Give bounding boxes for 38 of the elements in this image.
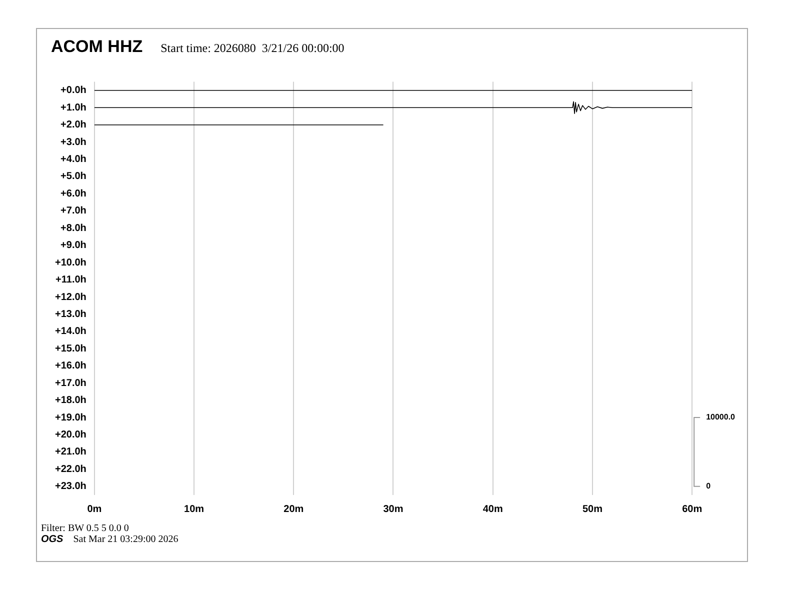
y-tick-label: +17.0h <box>54 378 86 389</box>
y2-tick-label: 0 <box>706 482 712 491</box>
y-tick-label: +21.0h <box>54 446 86 458</box>
text: OGS <box>41 534 64 545</box>
chart-title: ACOM HHZ <box>51 37 143 57</box>
x-tick-label: 10m <box>184 504 204 515</box>
y-tick-label: +8.0h <box>60 222 86 234</box>
y-tick-label: +4.0h <box>60 154 86 166</box>
y-tick-label: +9.0h <box>60 240 86 252</box>
y-tick-label: +13.0h <box>54 308 86 320</box>
text: Sat Mar 21 03:29:00 2026 <box>73 534 178 545</box>
y-tick-label: +15.0h <box>54 343 86 354</box>
text: Filter: BW 0.5 5 0.0 0 <box>41 523 130 534</box>
y2-tick-label: 10000.0 <box>706 412 736 422</box>
y-tick-label: +22.0h <box>54 464 86 475</box>
x-tick-label: 60m <box>682 504 702 515</box>
y-tick-label: +7.0h <box>60 206 86 217</box>
y-tick-label: +10.0h <box>54 257 86 268</box>
y-tick-label: +12.0h <box>54 292 86 303</box>
chart-subtitle: Start time: 2026080 3/21/26 00:00:00 <box>160 41 344 56</box>
y-tick-label: +11.0h <box>56 274 86 286</box>
y-tick-label: +19.0h <box>54 412 86 424</box>
x-tick-label: 30m <box>383 504 404 515</box>
y-tick-label: +14.0h <box>54 326 86 338</box>
y-tick-label: +2.0h <box>60 120 86 131</box>
y-tick-label: +20.0h <box>54 429 86 440</box>
y-tick-label: +1.0h <box>60 102 86 114</box>
y-tick-label: +16.0h <box>54 360 86 372</box>
y-tick-label: +23.0h <box>54 481 86 492</box>
y-tick-label: +6.0h <box>60 188 86 200</box>
x-tick-label: 50m <box>582 504 603 515</box>
x-tick-label: 20m <box>284 504 304 515</box>
x-tick-label: 40m <box>482 504 503 515</box>
y-tick-label: +5.0h <box>60 171 86 182</box>
y-tick-label: +18.0h <box>54 395 86 406</box>
y-tick-label: +0.0h <box>60 85 86 96</box>
y-tick-label: +3.0h <box>60 136 86 148</box>
x-tick-label: 0m <box>87 504 102 515</box>
